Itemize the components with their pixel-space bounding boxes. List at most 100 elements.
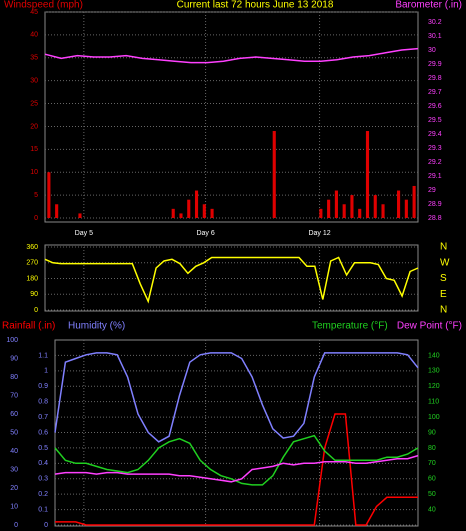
wind-bar: [78, 213, 82, 218]
y3-tick-label: 0: [14, 522, 18, 529]
wind-bar: [412, 185, 416, 218]
y-tick-label: 0.3: [38, 476, 48, 483]
wind-bar: [319, 208, 323, 218]
y-tick-label: 25: [30, 100, 38, 107]
y2-tick-label: 60: [428, 476, 436, 483]
wind-bar: [55, 204, 59, 218]
wind-bar: [350, 195, 354, 218]
y-tick-label: 0: [44, 522, 48, 529]
series-line: [54, 454, 419, 483]
y3-tick-label: 90: [10, 355, 18, 362]
y-tick-label: 180: [26, 275, 38, 282]
series-line: [54, 434, 419, 486]
y-tick-label: 35: [30, 55, 38, 62]
y2-tick-label: 30: [428, 47, 436, 54]
wind-bar: [358, 208, 362, 218]
wind-bar: [381, 204, 385, 218]
wind-bar: [272, 131, 276, 218]
axis-label: Windspeed (mph): [4, 0, 83, 11]
wind-bar: [194, 190, 199, 218]
y-tick-label: 0: [34, 215, 38, 222]
y2-tick-label: 90: [428, 429, 436, 436]
y2-tick-label: 40: [428, 506, 436, 513]
y3-tick-label: 70: [10, 392, 18, 399]
y-tick-label: 0.4: [38, 460, 48, 467]
y-tick-label: 45: [30, 9, 38, 16]
y-tick-label: 90: [30, 291, 38, 298]
y-tick-label: 10: [30, 169, 38, 176]
axis-label: Rainfall (.in): [2, 321, 55, 332]
panel-wind: [44, 11, 419, 223]
x-tick-label: Day 12: [308, 230, 330, 237]
y2-tick-label: 70: [428, 460, 436, 467]
axis-label: Barometer (.in): [395, 0, 462, 11]
y3-tick-label: 40: [10, 448, 18, 455]
wind-bar: [47, 172, 51, 218]
y2-tick-label: N: [440, 242, 447, 253]
y2-tick-label: 30.2: [428, 19, 442, 26]
y2-tick-label: E: [440, 289, 447, 300]
wind-bar: [187, 199, 191, 218]
series-line: [54, 352, 419, 443]
y2-tick-label: 29.4: [428, 131, 442, 138]
wind-bar: [202, 204, 206, 218]
y2-tick-label: N: [440, 305, 447, 316]
y-tick-label: 270: [26, 260, 38, 267]
axis-label: Temperature (°F): [312, 321, 388, 332]
wind-bar: [334, 190, 338, 218]
y-tick-label: 0.1: [38, 506, 48, 513]
y-tick-label: 0.5: [38, 445, 48, 452]
y-tick-label: 0: [34, 307, 38, 314]
y2-tick-label: 29.5: [428, 117, 442, 124]
wind-bar: [365, 131, 370, 218]
x-tick-label: Day 5: [75, 230, 93, 237]
y-tick-label: 0.2: [38, 491, 48, 498]
axis-label: Humidity (%): [68, 321, 125, 332]
x-tick-label: Day 6: [196, 230, 214, 237]
y2-tick-label: 29.9: [428, 61, 442, 68]
y3-tick-label: 10: [10, 503, 18, 510]
series-line: [44, 47, 419, 64]
y3-tick-label: 20: [10, 485, 18, 492]
y2-tick-label: W: [440, 257, 450, 268]
y2-tick-label: 80: [428, 445, 436, 452]
wind-bar: [397, 190, 401, 218]
y2-tick-label: 28.9: [428, 201, 442, 208]
y-tick-label: 5: [34, 192, 38, 199]
y2-tick-label: 120: [428, 383, 440, 390]
y-tick-label: 1.1: [38, 352, 48, 359]
y-tick-label: 15: [30, 146, 38, 153]
y3-tick-label: 80: [10, 374, 18, 381]
y-tick-label: 0.8: [38, 399, 48, 406]
y3-tick-label: 100: [6, 337, 18, 344]
series-line: [44, 256, 419, 304]
wind-bar: [327, 199, 331, 218]
chart-title: Current last 72 hours June 13 2018: [177, 0, 334, 11]
y-tick-label: 30: [30, 78, 38, 85]
y2-tick-label: 110: [428, 399, 439, 406]
y2-tick-label: 29.7: [428, 89, 442, 96]
wind-bar: [342, 204, 346, 218]
series-line: [55, 413, 418, 526]
y2-tick-label: 29: [428, 187, 436, 194]
wind-bar: [373, 195, 377, 218]
y2-tick-label: 30.1: [428, 33, 442, 40]
y2-tick-label: 29.8: [428, 75, 442, 82]
y-tick-label: 40: [30, 32, 38, 39]
y-tick-label: 0.6: [38, 429, 48, 436]
y2-tick-label: 29.2: [428, 159, 442, 166]
y3-tick-label: 60: [10, 411, 18, 418]
y-tick-label: 0.7: [38, 414, 48, 421]
wind-bar: [171, 208, 175, 218]
y-tick-label: 20: [30, 123, 38, 130]
y3-tick-label: 50: [10, 429, 18, 436]
y2-tick-label: 28.8: [428, 215, 442, 222]
y2-tick-label: 140: [428, 352, 440, 359]
y2-tick-label: 130: [428, 368, 440, 375]
y2-tick-label: 29.3: [428, 145, 442, 152]
y-tick-label: 0.9: [38, 383, 48, 390]
axis-label: Dew Point (°F): [397, 321, 462, 332]
wind-bar: [404, 199, 408, 218]
y3-tick-label: 30: [10, 466, 18, 473]
